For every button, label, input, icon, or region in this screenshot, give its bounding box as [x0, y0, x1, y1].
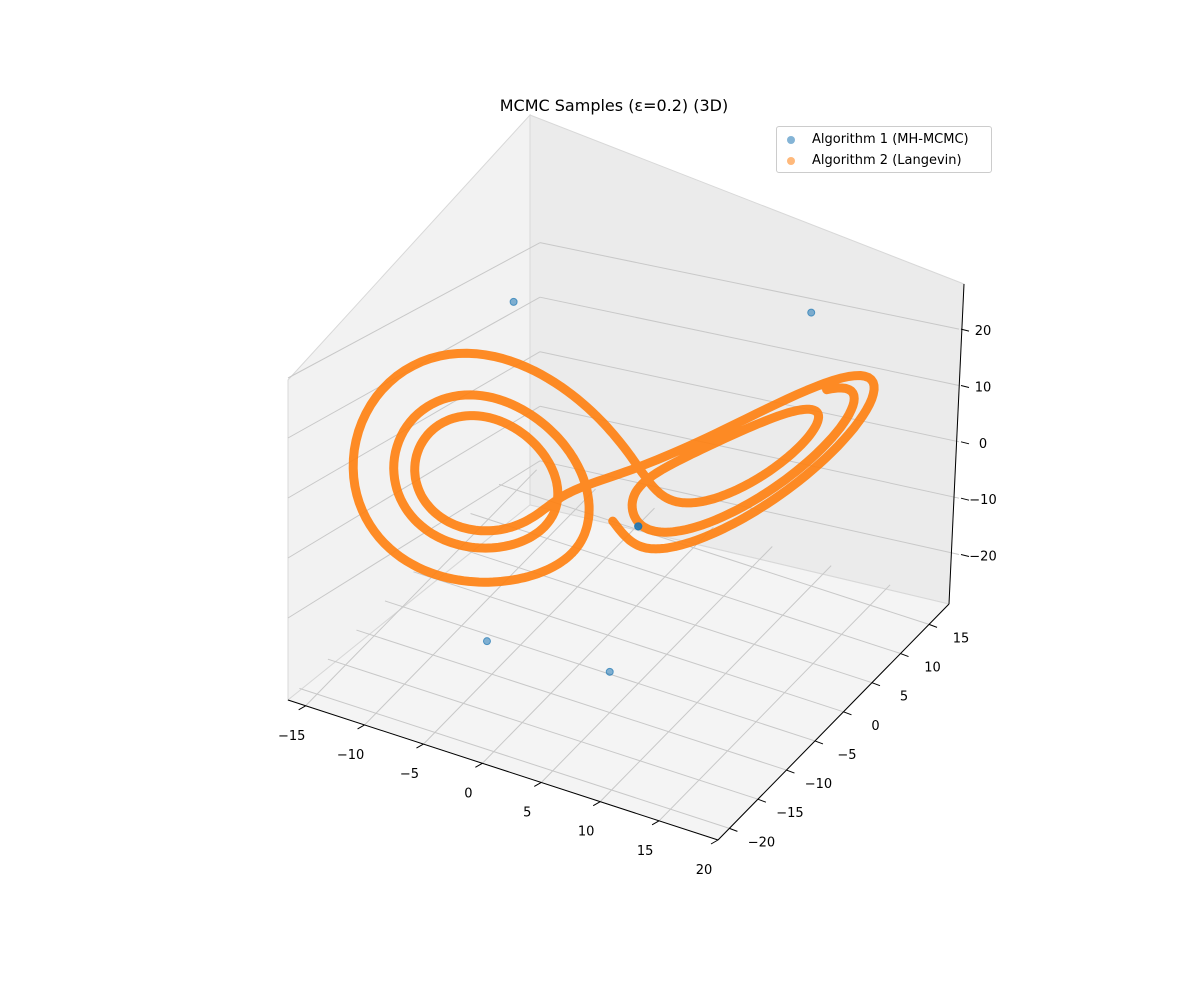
x-tick-label: 15 — [637, 844, 654, 859]
mh-sample-point — [509, 297, 518, 306]
grid-line-z — [539, 242, 960, 330]
x-tick-label: −10 — [337, 748, 364, 763]
z-tick-mark — [960, 554, 970, 558]
x-tick-mark — [651, 820, 660, 826]
y-tick-label: 15 — [953, 631, 970, 646]
x-tick-label: −5 — [400, 767, 419, 782]
legend-marker-mh — [787, 135, 795, 144]
x-tick-mark — [416, 743, 424, 749]
chart-title: MCMC Samples (ε=0.2) (3D) — [499, 96, 729, 115]
grid-line-x — [305, 469, 538, 707]
grid-line-x — [423, 507, 655, 745]
legend-marker-langevin — [787, 156, 795, 165]
y-tick-mark — [843, 711, 852, 716]
mh-sample-point — [482, 637, 491, 646]
mh-sample-point — [807, 308, 816, 317]
grid-line-y — [384, 600, 816, 742]
grid-line-x — [482, 526, 714, 764]
z-tick-label: 0 — [979, 437, 987, 452]
x-tick-mark — [298, 705, 306, 711]
grid-line-y — [299, 687, 730, 829]
legend-item-mh: Algorithm 1 (MH-MCMC) — [787, 132, 969, 147]
x-tick-mark — [710, 839, 719, 845]
mh-sample-point — [605, 667, 614, 676]
legend-label-mh: Algorithm 1 (MH-MCMC) — [812, 132, 969, 147]
x-tick-mark — [475, 762, 483, 768]
y-tick-label: 10 — [924, 661, 941, 676]
grid-line-x — [540, 546, 773, 783]
grid-line-y — [327, 658, 759, 800]
grid-line-y — [441, 542, 873, 684]
z-tick-label: −20 — [969, 550, 996, 565]
langevin-trajectory — [348, 348, 879, 587]
grid-line-y — [470, 513, 901, 655]
grid-line-y — [413, 571, 844, 713]
grid-line-z — [539, 405, 960, 499]
x-tick-label: −15 — [278, 729, 305, 744]
grid-line-z-left — [287, 351, 541, 499]
y-axis-line — [717, 603, 950, 841]
y-tick-label: 5 — [900, 690, 908, 705]
x-tick-mark — [592, 801, 601, 807]
y-tick-mark — [786, 769, 795, 774]
x-tick-mark — [534, 782, 542, 787]
z-tick-label: −10 — [969, 493, 996, 508]
legend-item-langevin: Algorithm 2 (Langevin) — [787, 153, 962, 168]
y-tick-mark — [814, 740, 824, 745]
grid-line-x — [599, 565, 832, 802]
grid-line-z — [539, 296, 960, 386]
y-tick-mark — [928, 623, 938, 628]
y-tick-mark — [757, 798, 767, 803]
grid-line-x — [364, 488, 596, 726]
grid-line-z — [539, 351, 960, 443]
y-tick-mark — [900, 653, 909, 657]
y-tick-label: −10 — [805, 777, 832, 792]
legend-label-langevin: Algorithm 2 (Langevin) — [812, 153, 962, 168]
x-tick-label: 0 — [464, 786, 472, 801]
x-tick-label: 20 — [696, 863, 713, 878]
y-tick-label: 0 — [871, 719, 879, 734]
z-tick-mark — [960, 497, 970, 501]
x-tick-mark — [357, 724, 365, 730]
y-tick-mark — [729, 827, 738, 832]
z-axis-line — [948, 283, 965, 605]
grid-line-z-left — [287, 242, 541, 379]
y-tick-label: −20 — [748, 835, 775, 850]
mh-sample-point — [634, 522, 643, 531]
x-tick-label: 5 — [523, 805, 531, 820]
grid-line-y — [356, 629, 787, 771]
grid-line-z-left — [287, 460, 541, 619]
z-tick-mark — [960, 384, 970, 388]
legend: Algorithm 1 (MH-MCMC) Algorithm 2 (Lange… — [776, 126, 992, 173]
grid-line-x — [658, 584, 891, 822]
y-tick-mark — [871, 682, 881, 687]
z-tick-mark — [960, 441, 970, 445]
y-tick-label: −5 — [837, 748, 856, 763]
grid-line-y — [498, 483, 930, 625]
z-tick-label: 20 — [975, 324, 992, 339]
x-axis-line — [287, 699, 719, 841]
z-tick-label: 10 — [975, 380, 992, 395]
x-tick-label: 10 — [578, 825, 595, 840]
y-tick-label: −15 — [776, 806, 803, 821]
